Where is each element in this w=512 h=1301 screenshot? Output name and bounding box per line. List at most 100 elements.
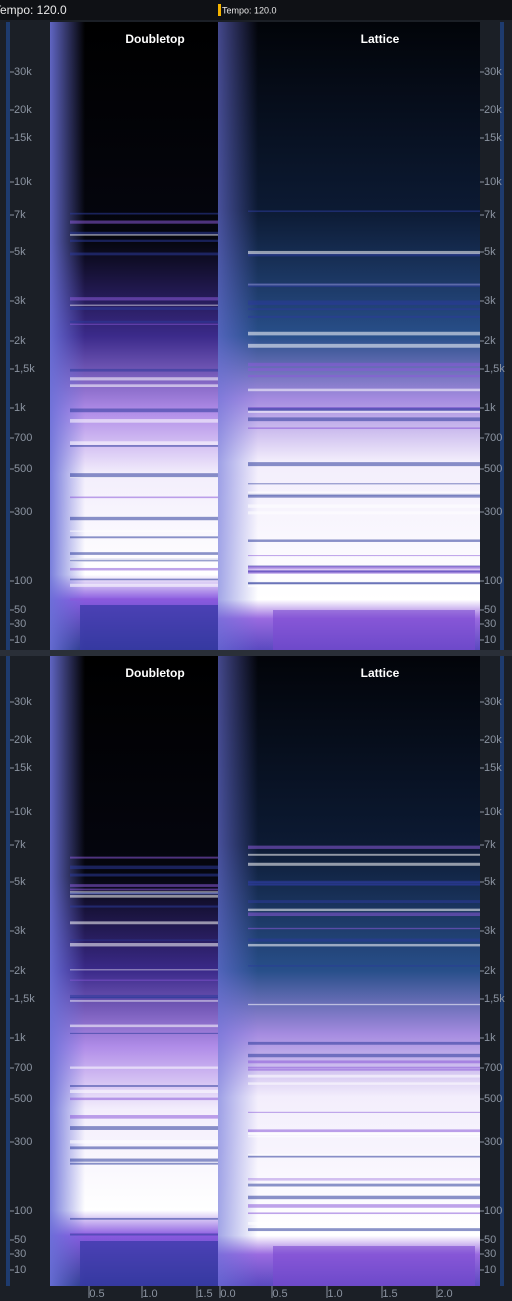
frequency-label: 20k	[14, 734, 32, 746]
spectrum-band	[248, 1135, 480, 1138]
spectrum-band	[70, 441, 218, 445]
frequency-label: 300	[14, 506, 32, 518]
spectrum-band	[70, 323, 218, 325]
spectrum-band	[248, 462, 480, 467]
spectrum-band	[248, 1069, 480, 1071]
spectrum-band	[248, 1222, 480, 1225]
spectrum-band	[70, 307, 218, 310]
spectrum-band	[70, 1233, 218, 1236]
frequency-label: 1,5k	[484, 993, 505, 1005]
frequency-label: 10k	[484, 806, 502, 818]
time-label: 0.5	[272, 1288, 287, 1300]
spectrum-band	[248, 331, 480, 336]
spectrum-band	[70, 873, 218, 877]
frequency-label: 3k	[484, 295, 496, 307]
spectrum-band	[70, 1097, 218, 1101]
frequency-label: 2k	[484, 965, 496, 977]
spectrum-band	[248, 539, 480, 542]
low-band	[80, 605, 218, 650]
spectrum-band	[70, 1024, 218, 1028]
spectrum-band	[70, 220, 218, 224]
frequency-label: 10k	[14, 806, 32, 818]
spectrum-band	[248, 943, 480, 947]
spectrum-band	[70, 921, 218, 925]
spectrum-band	[70, 476, 218, 479]
tempo-label: Tempo: 120.0	[222, 5, 277, 15]
spectrum-band	[248, 427, 480, 429]
frequency-label: 30	[484, 1248, 496, 1260]
spectrum-band	[70, 1089, 218, 1093]
frequency-label: 5k	[14, 876, 26, 888]
spectrum-band	[70, 473, 218, 478]
spectrum-band	[70, 384, 218, 387]
time-label: 1.0	[142, 1288, 157, 1300]
frequency-label: 500	[484, 1093, 502, 1105]
spectrum-band	[248, 1041, 480, 1045]
channel-title: Lattice	[361, 32, 400, 46]
frequency-label: 700	[14, 432, 32, 444]
onset-glow	[50, 22, 85, 650]
left-ruler	[6, 22, 10, 650]
spectrum-band	[248, 881, 480, 885]
spectrum-band	[70, 240, 218, 242]
time-label: 2.0	[437, 1288, 452, 1300]
spectrum-band	[70, 1066, 218, 1069]
spectrum-band	[70, 939, 218, 941]
spectrum-band	[248, 1111, 480, 1113]
frequency-label: 20k	[484, 734, 502, 746]
frequency-label: 30k	[14, 66, 32, 78]
spectrum-band	[248, 1074, 480, 1078]
right-ruler	[500, 656, 504, 1286]
frequency-label: 10	[484, 634, 496, 646]
spectrum-band	[248, 491, 480, 496]
frequency-label: 10k	[484, 176, 502, 188]
frequency-label: 100	[14, 1205, 32, 1217]
spectrum-band	[70, 997, 218, 999]
spectrogram-right	[218, 22, 480, 650]
spectrum-band	[70, 1233, 218, 1235]
frequency-label: 2k	[14, 965, 26, 977]
spectrum-band	[70, 1115, 218, 1119]
tempo-label: Tempo: 120.0	[0, 3, 67, 17]
spectrum-band	[248, 368, 480, 371]
frequency-label: 500	[484, 463, 502, 475]
frequency-label: 30k	[484, 66, 502, 78]
frequency-label: 50	[14, 604, 26, 616]
frequency-label: 7k	[484, 209, 496, 221]
spectrum-band	[248, 927, 480, 930]
frequency-label: 300	[484, 1136, 502, 1148]
spectrum-band	[248, 504, 480, 508]
spectrum-band	[248, 570, 480, 574]
spectrum-band	[248, 1153, 480, 1156]
spectrum-band	[70, 408, 218, 413]
spectrum-band	[248, 300, 480, 304]
spectrum-band	[248, 1179, 480, 1182]
frequency-label: 500	[14, 463, 32, 475]
spectrum-band	[248, 880, 480, 884]
spectrum-band	[248, 1066, 480, 1069]
frequency-label: 3k	[14, 925, 26, 937]
low-band	[273, 610, 475, 650]
spectrum-band	[70, 212, 218, 215]
spectrum-band	[248, 565, 480, 570]
spectrum-band	[70, 895, 218, 898]
spectrum-band	[248, 1132, 480, 1136]
spectrum-band	[248, 555, 480, 557]
spectrum-band	[248, 862, 480, 866]
frequency-label: 1k	[14, 1032, 26, 1044]
spectrum-band	[248, 900, 480, 903]
spectrum-band	[70, 231, 218, 235]
spectrum-band	[248, 494, 480, 498]
tempo-bar	[0, 0, 512, 20]
channel-title: Doubletop	[125, 32, 184, 46]
spectrum-band	[70, 560, 218, 562]
spectrum-band	[248, 938, 480, 942]
spectrum-band	[70, 1085, 218, 1087]
frequency-label: 5k	[14, 246, 26, 258]
spectrum-band	[248, 845, 480, 849]
spectrum-band	[70, 884, 218, 887]
frequency-label: 1k	[14, 402, 26, 414]
spectrum-band	[70, 1158, 218, 1162]
spectrum-band	[248, 1053, 480, 1058]
